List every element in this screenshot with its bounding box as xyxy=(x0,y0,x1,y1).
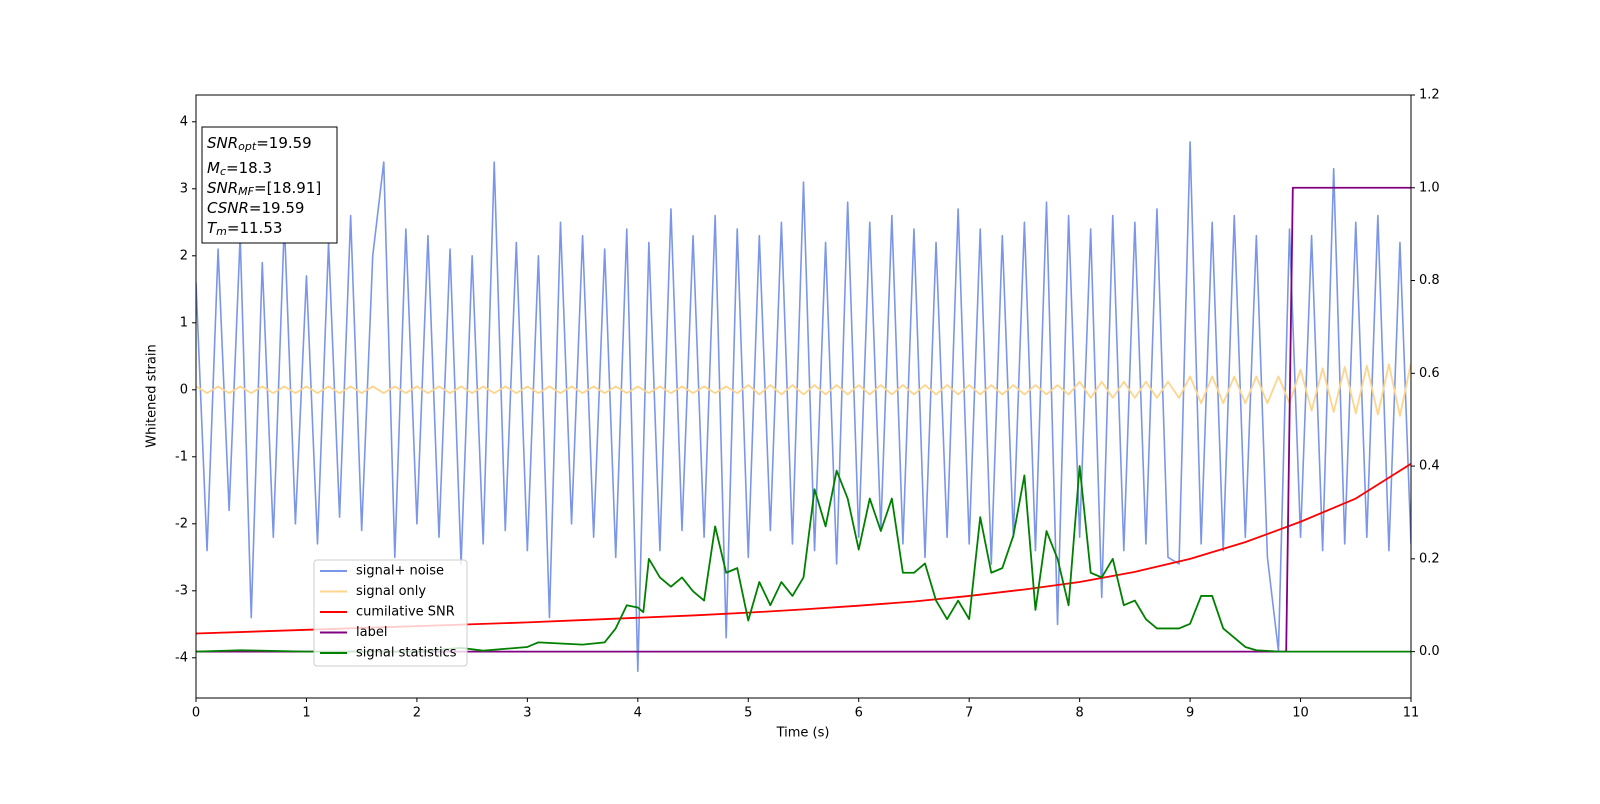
axes-frame xyxy=(195,94,1412,699)
legend-label: signal+ noise xyxy=(356,564,444,579)
y-tick-label: -2 xyxy=(175,516,188,531)
y-axis-label: Whitened strain xyxy=(145,344,160,447)
annotation: SNRMF=[18.91] xyxy=(207,179,321,199)
y-tick-label: -1 xyxy=(175,449,188,464)
series-line xyxy=(196,186,1411,653)
y-tick-label: 4 xyxy=(180,114,188,129)
series-line xyxy=(196,465,1411,653)
x-tick-label: 1 xyxy=(302,706,310,721)
x-tick-label: 3 xyxy=(523,706,531,721)
annotation: Mc=18.3 xyxy=(207,159,272,179)
annotation-symbol: SNR xyxy=(207,179,238,197)
annotation-frame xyxy=(201,126,338,244)
annotation-subscript: MF xyxy=(238,185,254,198)
y2-tick-label: 1.0 xyxy=(1419,180,1440,195)
y-tick-label: 2 xyxy=(180,248,188,263)
x-tick-label: 10 xyxy=(1292,706,1309,721)
annotation-text: =18.3 xyxy=(226,159,272,177)
legend: signal+ noise signal only cumilative SNR la… xyxy=(313,559,468,667)
legend-label: signal only xyxy=(356,584,426,599)
legend-label: cumilative SNR xyxy=(356,605,455,620)
annotation-subscript: opt xyxy=(238,140,257,153)
legend-label: signal statistics xyxy=(356,646,457,661)
y2-tick-label: 1.2 xyxy=(1419,88,1440,103)
x-tick-label: 4 xyxy=(634,706,642,721)
y2-tick-label: 0.2 xyxy=(1419,551,1440,566)
y-tick-label: 1 xyxy=(180,315,188,330)
x-axis-label: Time (s) xyxy=(776,726,830,741)
annotation: CSNR=19.59 xyxy=(207,199,304,217)
y-tick-label: -3 xyxy=(175,583,188,598)
annotation: Tm=11.53 xyxy=(207,219,282,239)
y2-tick-label: 0.0 xyxy=(1419,644,1440,659)
annotation: SNRopt=19.59 xyxy=(207,134,312,154)
y-tick-label: 3 xyxy=(180,181,188,196)
annotation-symbol: SNR xyxy=(207,134,238,152)
y-tick-label: -4 xyxy=(175,650,188,665)
annotation-box: SNRopt=19.59Mc=18.3SNRMF=[18.91]CSNR=19.… xyxy=(201,126,338,244)
y2-tick-label: 0.6 xyxy=(1419,366,1440,381)
annotation-symbol: T xyxy=(207,219,218,237)
series-line xyxy=(196,141,1411,672)
annotation-symbol: CSNR xyxy=(207,199,249,217)
annotation-subscript: m xyxy=(216,225,227,238)
series-line xyxy=(196,362,1411,417)
x-tick-label: 11 xyxy=(1403,706,1420,721)
y2-tick-label: 0.8 xyxy=(1419,273,1440,288)
legend-frame xyxy=(313,559,468,667)
annotation-text: =11.53 xyxy=(227,219,283,237)
y-tick-label: 0 xyxy=(180,382,188,397)
annotation-text: =19.59 xyxy=(249,199,305,217)
x-tick-label: 0 xyxy=(192,706,200,721)
y2-tick-label: 0.4 xyxy=(1419,459,1440,474)
x-tick-label: 5 xyxy=(744,706,752,721)
x-tick-label: 9 xyxy=(1186,706,1194,721)
x-tick-label: 2 xyxy=(413,706,421,721)
annotation-text: =19.59 xyxy=(256,134,312,152)
annotation-symbol: M xyxy=(207,159,220,177)
annotation-subscript: c xyxy=(220,165,226,178)
legend-label: label xyxy=(356,625,387,640)
x-tick-label: 7 xyxy=(965,706,973,721)
x-tick-label: 6 xyxy=(855,706,863,721)
x-tick-label: 8 xyxy=(1075,706,1083,721)
annotation-text: =[18.91] xyxy=(254,179,321,197)
